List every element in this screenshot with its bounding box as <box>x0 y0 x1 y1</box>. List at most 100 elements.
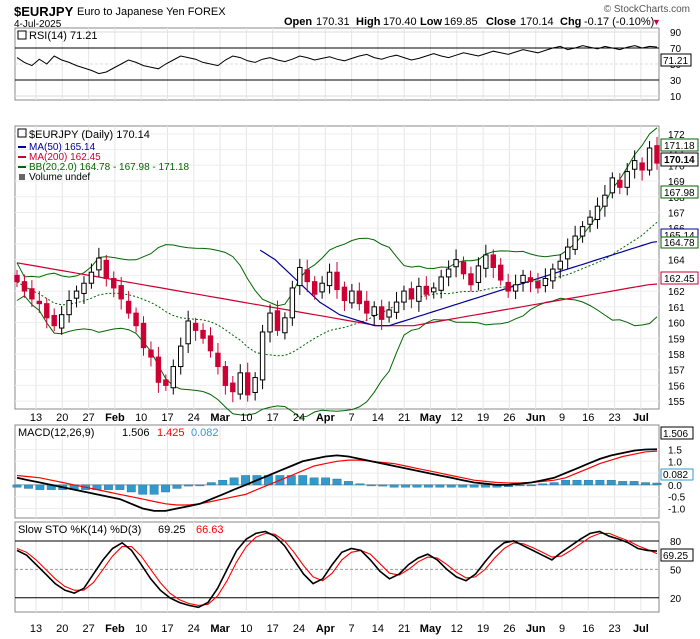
candle-body <box>386 309 392 318</box>
candle-body <box>244 372 251 396</box>
macd-hist-bar <box>424 484 433 488</box>
candle-body <box>512 284 519 292</box>
candle-body <box>498 264 504 281</box>
candle-body <box>155 356 162 383</box>
value-tags: 71.21 171.18 170.14 167.98 165.14 164.78… <box>660 53 699 562</box>
x-tick-label-top: May <box>420 412 442 424</box>
macd-hist-bar <box>641 482 650 486</box>
bb-upper-tag <box>660 138 699 152</box>
x-tick-label-bottom: Mar <box>210 623 230 635</box>
x-tick-label-top: 17 <box>267 412 279 424</box>
candle-body <box>185 320 191 345</box>
candle-body <box>274 310 281 331</box>
volume-legend-swatch <box>19 174 25 180</box>
x-tick-label-top: Mar <box>210 412 230 424</box>
candle-body <box>326 271 333 287</box>
candle-body <box>44 303 50 319</box>
candle-body <box>111 278 117 289</box>
macd-hist-bar <box>572 479 582 486</box>
candle-body <box>88 271 95 284</box>
macd-legend-signal: 1.425 <box>157 427 185 439</box>
candle-body <box>475 265 482 283</box>
candle-body <box>468 273 474 286</box>
rsi-tick-label: 70 <box>670 44 682 55</box>
rsi-legend-text: RSI(14) 71.21 <box>29 30 97 42</box>
candle-body <box>572 235 578 250</box>
candle-body <box>192 322 199 331</box>
x-tick-label-top: 23 <box>608 412 620 424</box>
price-tick-label: 161 <box>668 303 685 314</box>
macd-hist-bar <box>606 479 616 486</box>
macd-panel <box>14 424 660 519</box>
candle-body <box>304 269 310 283</box>
sto-d-line <box>16 532 658 606</box>
price-tick-label: 159 <box>668 334 685 345</box>
candle-body <box>639 162 645 171</box>
macd-hist-bar <box>298 475 308 486</box>
x-tick-label-bottom: 20 <box>56 623 68 635</box>
macd-legend-label: MACD(12,26,9) <box>18 427 94 439</box>
macd-hist-bar <box>584 479 593 486</box>
macd-hist-bar <box>389 484 399 488</box>
x-tick-label-top: 7 <box>349 412 355 424</box>
x-tick-label-bottom: 13 <box>30 623 42 635</box>
price-tick-label: 167 <box>668 208 685 219</box>
x-tick-label-bottom: 23 <box>608 623 620 635</box>
candle-body <box>371 306 377 316</box>
candle-body <box>401 290 407 303</box>
rsi-tick-label: 10 <box>670 92 682 103</box>
x-tick-label-bottom: 27 <box>82 623 94 635</box>
candle-body <box>334 271 340 291</box>
macd-hist-bar <box>446 484 456 488</box>
rsi-plot <box>15 31 659 97</box>
bb-lower-tag <box>660 236 699 249</box>
macd-hist-bar <box>229 477 239 486</box>
candle-body <box>289 287 296 319</box>
x-tick-label-bottom: 24 <box>188 623 200 635</box>
macd-hist-bar <box>104 484 113 490</box>
macd-hist-bar <box>629 481 639 486</box>
price-tick-label: 164 <box>668 256 685 267</box>
macd-hist-bar <box>538 483 548 486</box>
macd-hist-bar <box>526 484 536 487</box>
candle-body <box>319 282 325 293</box>
price-tick-label: 156 <box>668 381 685 392</box>
candle-body <box>133 312 139 327</box>
chg-label: Chg <box>560 16 581 28</box>
sto-legend-d: 66.63 <box>196 524 224 536</box>
x-tick-label-top: 10 <box>240 412 252 424</box>
x-tick-label-bottom: Jul <box>633 623 649 635</box>
macd-hist-bar <box>401 484 410 488</box>
rsi-line <box>16 45 658 75</box>
candle-body <box>311 281 318 295</box>
candle-body <box>222 366 229 386</box>
candle-body <box>36 300 43 305</box>
macd-hist-bar <box>412 484 422 488</box>
macd-hist-bar <box>595 479 605 486</box>
macd-hist-bar <box>195 484 205 487</box>
candle-body <box>200 329 206 339</box>
sto-tick-label: 80 <box>670 537 682 548</box>
bb-mid-tag <box>660 185 699 199</box>
x-tick-label-bottom: May <box>420 623 442 635</box>
candle-body <box>490 254 496 269</box>
x-tick-label-bottom: Feb <box>105 623 125 635</box>
candle-body <box>393 301 400 313</box>
candle-body <box>438 276 444 291</box>
price-tick-label: 157 <box>668 366 685 377</box>
macd-hist-tag-text: 0.082 <box>663 470 688 481</box>
close-tag <box>660 152 699 167</box>
ma200-tag-text: 162.45 <box>664 274 695 285</box>
volume-legend-text: Volume undef <box>29 172 90 183</box>
x-tick-label-top: 13 <box>30 412 42 424</box>
macd-legend: MACD(12,26,9) 1.506 1.425 0.082 <box>18 427 219 439</box>
rsi-tick-label: 90 <box>670 28 682 39</box>
sto-legend: Slow STO %K(14) %D(3) 69.25 66.63 <box>18 524 224 536</box>
macd-tick-label: 1.5 <box>668 445 682 456</box>
x-tick-label-top: 24 <box>188 412 200 424</box>
x-tick-label-top: Feb <box>105 412 125 424</box>
candle-body <box>178 345 184 368</box>
candle-body <box>550 268 556 282</box>
x-tick-label-bottom: 19 <box>477 623 489 635</box>
price-plot <box>14 127 660 419</box>
